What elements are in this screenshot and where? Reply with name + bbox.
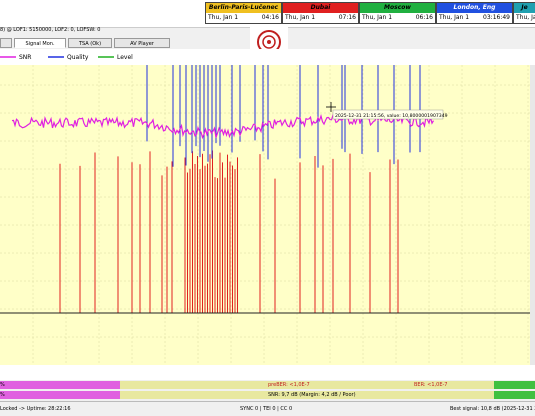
snr-label: SNR: 9,7 dB (Margin: 4,2 dB / Poor): [268, 392, 356, 398]
tooltip-box: [332, 109, 444, 120]
timezone-time: 07:16: [338, 14, 356, 21]
timezone-time: 04:16: [261, 14, 279, 21]
snr-bar: SNR: 9,7 dB (Margin: 4,2 dB / Poor): [268, 391, 418, 399]
timezone-name: London, Eng: [437, 3, 512, 13]
preber-bar: preBER: <1,0E-7: [268, 381, 414, 389]
timezone-name: Je: [514, 3, 535, 13]
timezone-name: Berlin-Paris-Lučenec: [206, 3, 281, 13]
legend-label-level: Level: [117, 54, 133, 61]
timezone-day: Thu, Jan 1: [439, 14, 470, 21]
timezone-day: Thu, Jan 1: [362, 14, 393, 21]
timezone-time: 03:16:49: [483, 14, 510, 21]
bar-green-2: [494, 391, 535, 399]
ber-label: BER: <1,0E-7: [414, 382, 448, 388]
preber-label: preBER: <1,0E-7: [268, 382, 310, 388]
signal-bars: % preBER: <1,0E-7 BER: <1,0E-7 % SNR: 9,…: [0, 380, 535, 400]
timezone-berlin: Berlin-Paris-Lučenec Thu, Jan 1 04:16: [205, 2, 282, 24]
bar-yellow-1: [120, 381, 268, 389]
tab-tsa[interactable]: TSA (Ok): [68, 38, 112, 48]
legend: SNR Quality Level: [0, 54, 133, 61]
timezone-name: Moscow: [360, 3, 435, 13]
timezone-dubai: Dubai Thu, Jan 1 07:16: [282, 2, 359, 24]
signal-plot[interactable]: SNR Quality Level 2025-12-31 21:15:56, v…: [0, 49, 535, 380]
bar-green-1: [494, 381, 535, 389]
bar-level-1: %: [0, 381, 120, 389]
tooltip-text: 2025-12-31 21:15:56, value: 10,800000190…: [335, 113, 448, 119]
status-locked: Locked -> Uptime: 28:22:16: [0, 406, 71, 412]
bar-yellow-2: [120, 391, 268, 399]
timezone-time: 06:16: [415, 14, 433, 21]
tab-first[interactable]: [0, 38, 12, 48]
legend-label-snr: SNR: [19, 54, 31, 61]
bar-level-1-label: %: [0, 382, 5, 388]
plot-scrollbar[interactable]: [530, 65, 535, 365]
tab-bar: Signal Mon. TSA (Ok) AV Player: [0, 38, 535, 49]
status-best-signal: Best signal: 10,8 dB (2025-12-31 21: [450, 406, 535, 412]
bar-level-2: %: [0, 391, 120, 399]
timezone-day: Thu, Ja: [516, 14, 535, 21]
crosshair-cursor: [326, 102, 336, 112]
timezone-day: Thu, Jan 1: [208, 14, 239, 21]
lnb-info: 8) @ LOF1: 5150000, LOF2: 0, LOFSW: 0: [0, 27, 101, 33]
legend-label-quality: Quality: [67, 54, 89, 61]
bar-level-2-label: %: [0, 392, 5, 398]
timezone-day: Thu, Jan 1: [285, 14, 316, 21]
timezone-london: London, Eng Thu, Jan 1 03:16:49: [436, 2, 513, 24]
timezone-bar: Berlin-Paris-Lučenec Thu, Jan 1 04:16 Dub…: [0, 0, 535, 28]
timezone-partial: Je Thu, Ja: [513, 2, 535, 24]
tab-av-player[interactable]: AV Player: [114, 38, 170, 48]
signal-plot-area[interactable]: SNR Quality Level 2025-12-31 21:15:56, v…: [0, 49, 535, 380]
tab-signal-monitor[interactable]: Signal Mon.: [14, 38, 66, 48]
status-bar: Locked -> Uptime: 28:22:16 SYNC 0 | TEI …: [0, 401, 535, 416]
timezone-name: Dubai: [283, 3, 358, 13]
status-sync: SYNC 0 | TEI 0 | CC 0: [240, 406, 293, 412]
ber-bar: BER: <1,0E-7: [414, 381, 494, 389]
timezone-moscow: Moscow Thu, Jan 1 06:16: [359, 2, 436, 24]
bar-yellow-3: [418, 391, 494, 399]
